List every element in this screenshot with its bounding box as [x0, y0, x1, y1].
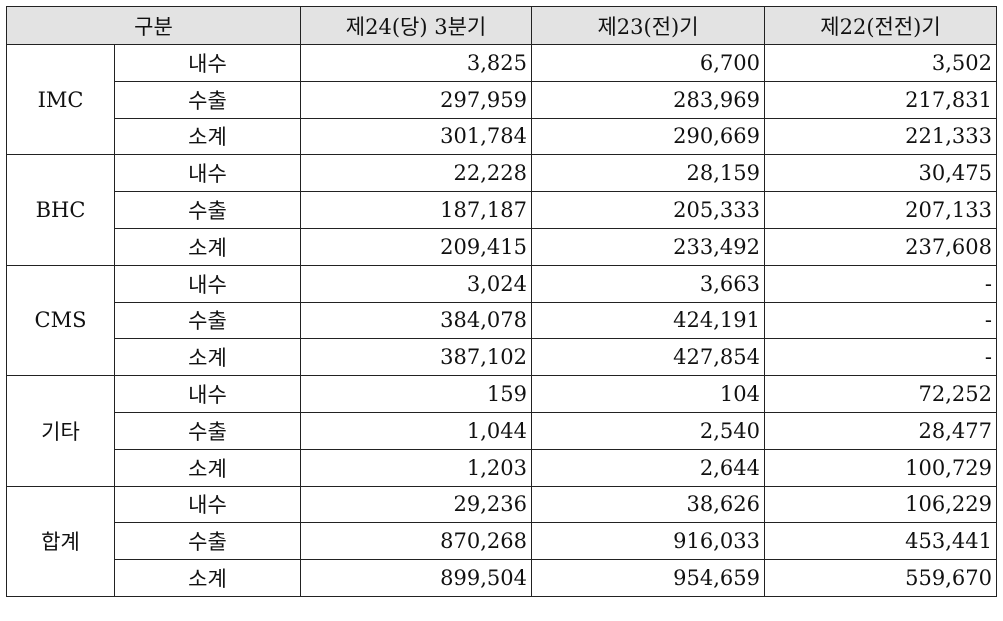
value-cell-period-23: 427,854 [531, 338, 765, 377]
value-cell-period-24: 1,203 [300, 448, 532, 487]
header-row: 구분 제24(당) 3분기 제23(전)기 제22(전전)기 [6, 6, 997, 45]
row-label: 소계 [114, 338, 301, 377]
value-cell-period-24: 387,102 [300, 338, 532, 377]
value-cell-period-23: 3,663 [531, 264, 765, 303]
group-label: CMS [6, 264, 115, 377]
table-row: 수출 1,044 2,540 28,477 [7, 411, 997, 450]
table-row: 합계 내수 29,236 38,626 106,229 [6, 485, 997, 597]
row-label: 내수 [114, 375, 301, 413]
value-cell-period-23: 104 [531, 375, 765, 413]
value-cell-period-24: 899,504 [300, 559, 532, 597]
value-cell-period-24: 187,187 [300, 191, 532, 229]
table-row: 수출 870,268 916,033 453,441 [7, 522, 997, 561]
value-cell-period-24: 22,228 [300, 154, 532, 193]
value-cell-period-23: 290,669 [531, 117, 765, 156]
value-cell-period-22: 221,333 [764, 117, 997, 156]
row-label: 소계 [114, 448, 301, 487]
row-label: 내수 [114, 264, 301, 303]
header-category: 구분 [6, 6, 301, 45]
row-label: 내수 [114, 154, 301, 193]
table-row: BHC 내수 22,228 28,159 30,475 [6, 154, 997, 266]
value-cell-period-22: - [764, 264, 997, 303]
row-label: 소계 [114, 559, 301, 597]
value-cell-period-22: 237,608 [764, 227, 997, 266]
value-cell-period-22: 28,477 [764, 411, 997, 450]
group-label: 기타 [6, 375, 115, 487]
value-cell-period-22: 100,729 [764, 448, 997, 487]
value-cell-period-23: 2,540 [531, 411, 765, 450]
row-label: 수출 [114, 80, 301, 119]
value-cell-period-24: 1,044 [300, 411, 532, 450]
value-cell-period-24: 3,825 [300, 44, 532, 82]
header-period-22: 제22(전전)기 [764, 6, 997, 45]
value-cell-period-22: 106,229 [764, 485, 997, 524]
value-cell-period-24: 870,268 [300, 522, 532, 561]
value-cell-period-22: 559,670 [764, 559, 997, 597]
value-cell-period-23: 205,333 [531, 191, 765, 229]
table-row: 소계 387,102 427,854- [7, 338, 997, 377]
value-cell-period-22: 453,441 [764, 522, 997, 561]
value-cell-period-24: 159 [300, 375, 532, 413]
value-cell-period-22: - [764, 301, 997, 340]
value-cell-period-24: 29,236 [300, 485, 532, 524]
table-row: 수출 297,959 283,969 217,831 [7, 80, 997, 119]
value-cell-period-23: 2,644 [531, 448, 765, 487]
table-row: 기타 내수 159 104 72,252 [6, 375, 997, 487]
table-row: IMC 내수 3,825 6,700 3,502 [6, 43, 997, 156]
value-cell-period-22: - [764, 338, 997, 377]
table-row: 소계 301,784 290,669 221,333 [7, 117, 997, 156]
value-cell-period-22: 3,502 [764, 44, 997, 82]
row-label: 소계 [114, 227, 301, 266]
value-cell-period-23: 28,159 [531, 154, 765, 193]
value-cell-period-24: 3,024 [300, 264, 532, 303]
table-header: 구분 제24(당) 3분기 제23(전)기 제22(전전)기 [6, 6, 997, 45]
table-row: 소계 1,203 2,644 100,729 [7, 448, 997, 487]
value-cell-period-22: 72,252 [764, 375, 997, 413]
value-cell-period-24: 301,784 [300, 117, 532, 156]
value-cell-period-22: 30,475 [764, 154, 997, 193]
value-cell-period-24: 209,415 [300, 227, 532, 266]
header-period-24: 제24(당) 3분기 [300, 6, 532, 45]
value-cell-period-23: 424,191 [531, 301, 765, 340]
group-label: IMC [6, 43, 115, 156]
value-cell-period-23: 954,659 [531, 559, 765, 597]
row-label: 내수 [114, 44, 301, 82]
row-label: 수출 [114, 411, 301, 450]
row-label: 소계 [114, 117, 301, 156]
value-cell-period-22: 217,831 [764, 80, 997, 119]
row-label: 수출 [114, 301, 301, 340]
group-label: 합계 [6, 485, 115, 597]
row-label: 수출 [114, 522, 301, 561]
table-row: 수출 187,187 205,333 207,133 [7, 191, 997, 229]
table-row: 수출 384,078 424,191- [7, 301, 997, 340]
table-row: 소계 209,415 233,492 237,608 [7, 227, 997, 266]
header-period-23: 제23(전)기 [531, 6, 765, 45]
value-cell-period-23: 38,626 [531, 485, 765, 524]
value-cell-period-23: 6,700 [531, 44, 765, 82]
table-row: CMS 내수 3,024 3,663- [6, 264, 997, 377]
table-body: IMC 내수 3,825 6,700 3,502 수출 297,959 283,969 217,… [6, 43, 997, 597]
row-label: 수출 [114, 191, 301, 229]
value-cell-period-24: 384,078 [300, 301, 532, 340]
table-row: 소계 899,504 954,659 559,670 [7, 559, 997, 597]
value-cell-period-24: 297,959 [300, 80, 532, 119]
group-label: BHC [6, 154, 115, 266]
value-cell-period-22: 207,133 [764, 191, 997, 229]
value-cell-period-23: 916,033 [531, 522, 765, 561]
sales-table: 구분 제24(당) 3분기 제23(전)기 제22(전전)기 IMC 내수 3,82… [6, 6, 997, 597]
value-cell-period-23: 283,969 [531, 80, 765, 119]
row-label: 내수 [114, 485, 301, 524]
value-cell-period-23: 233,492 [531, 227, 765, 266]
